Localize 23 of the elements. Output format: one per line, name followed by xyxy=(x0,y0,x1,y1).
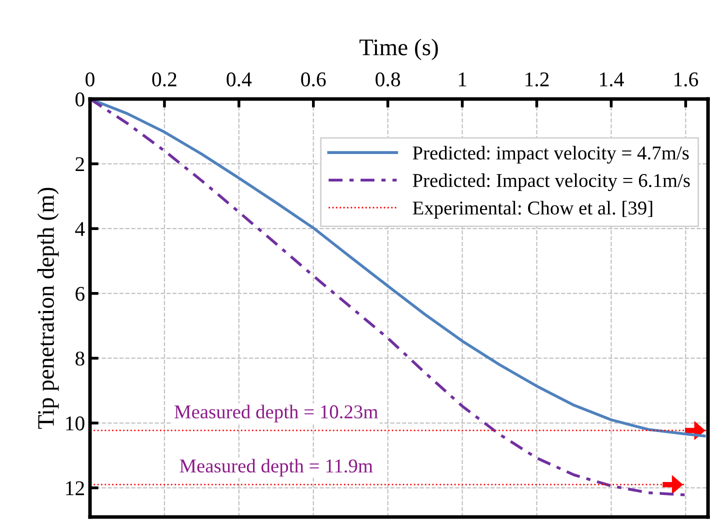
x-tick-label: 0.8 xyxy=(376,72,400,87)
y-tick-label: 12 xyxy=(66,481,84,496)
x-tick-label: 1.4 xyxy=(600,72,624,87)
annotation: Measured depth = 11.9m xyxy=(180,458,373,476)
annotation: Measured depth = 10.23m xyxy=(174,404,378,422)
y-tick-label: 10 xyxy=(66,416,84,430)
x-tick-label: 0 xyxy=(86,72,94,86)
x-tick-label: 1.2 xyxy=(526,72,549,87)
legend-label: Predicted: Impact velocity = 6.1m/s xyxy=(412,173,690,192)
x-tick-label: 1 xyxy=(458,72,466,86)
y-tick-label: 8 xyxy=(76,352,84,366)
y-tick-label: 0 xyxy=(76,92,84,106)
y-tick-label: 4 xyxy=(75,222,85,236)
y-tick-label: 6 xyxy=(76,286,85,301)
x-tick-label: 1.6 xyxy=(674,72,698,87)
x-tick-label: 0.4 xyxy=(226,72,252,87)
y-tick-label: 2 xyxy=(76,157,84,172)
x-tick-label: 0.6 xyxy=(301,72,326,87)
x-tick-label: 0.2 xyxy=(152,72,176,87)
legend-label: Predicted: impact velocity = 4.7m/s xyxy=(412,146,689,164)
legend-label: Experimental: Chow et al. [39] xyxy=(412,200,652,219)
y-axis-title: Tip penetration depth (m) xyxy=(37,188,59,429)
x-axis-title: Time (s) xyxy=(360,38,438,60)
